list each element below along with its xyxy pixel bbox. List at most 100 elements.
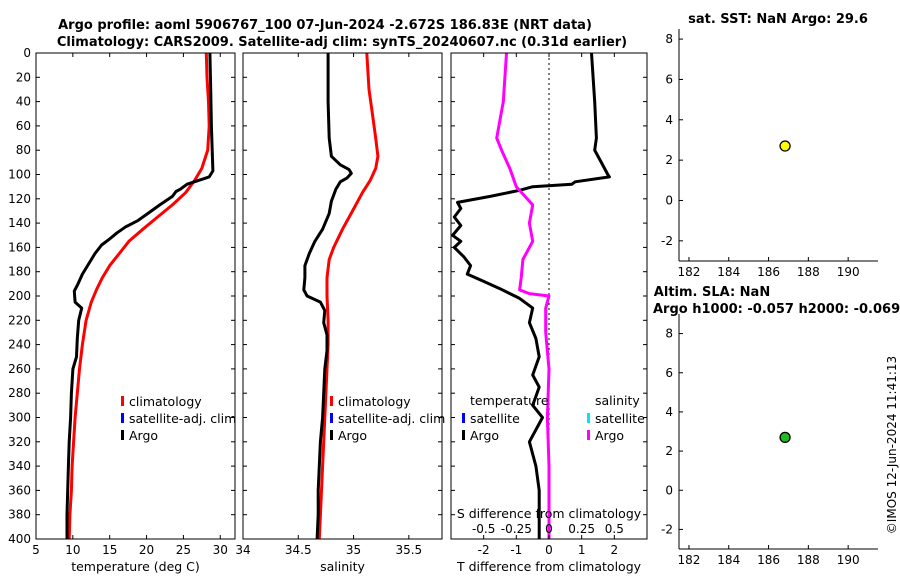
legend-label: satellite <box>595 411 645 426</box>
data-point <box>779 431 791 444</box>
legend-label: Argo <box>129 428 158 443</box>
legend-label: satellite-adj. clim <box>338 411 445 426</box>
y-tick-label: -2 <box>661 522 673 536</box>
x-tick-label: 30 <box>213 543 228 557</box>
s-tick-label: 0.5 <box>605 522 624 536</box>
x-tick-label: 20 <box>139 543 154 557</box>
legend-swatch <box>462 413 465 423</box>
s-tick-label: -0.25 <box>501 522 532 536</box>
y-tick-label: 8 <box>665 32 673 46</box>
legend-swatch <box>121 396 124 406</box>
legend-swatch <box>121 413 124 423</box>
x-tick-label: 0 <box>545 543 553 557</box>
x-tick-label: 15 <box>102 543 117 557</box>
s-tick-label: 0.25 <box>568 522 595 536</box>
y-tick-label: 160 <box>8 240 31 254</box>
legend-label: Argo <box>338 428 367 443</box>
data-point <box>779 140 791 152</box>
legend-label: climatology <box>129 394 202 409</box>
copyright-label: ©IMOS 12-Jun-2024 11:41:13 <box>885 356 899 534</box>
s-tick-label: -0.5 <box>472 522 495 536</box>
x-tick-label: -1 <box>510 543 522 557</box>
x-tick-label: 25 <box>176 543 191 557</box>
y-tick-label: 200 <box>8 289 31 303</box>
legend-label: Argo <box>470 428 499 443</box>
y-tick-label: 400 <box>8 532 31 546</box>
series-line-argo <box>302 53 353 540</box>
legend-swatch <box>330 413 333 423</box>
y-tick-label: -2 <box>661 234 673 248</box>
x-tick-label: 2 <box>611 543 619 557</box>
y-tick-label: 8 <box>665 327 673 341</box>
y-tick-label: 100 <box>8 168 31 182</box>
x-tick-label: 186 <box>757 553 780 567</box>
x-tick-label: 184 <box>717 265 740 279</box>
x-tick-label: 5 <box>32 543 40 557</box>
x-tick-label: 190 <box>837 553 860 567</box>
y-tick-label: 180 <box>8 265 31 279</box>
x-tick-label: 188 <box>797 553 820 567</box>
x-axis-label: salinity <box>320 559 365 574</box>
legend-swatch <box>587 430 590 440</box>
panel-title: Altim. SLA: NaN <box>654 285 770 300</box>
series-line-argo-t-diff <box>451 52 611 539</box>
title-line-1: Argo profile: aoml 5906767_100 07-Jun-20… <box>58 18 592 33</box>
title-line-2: Climatology: CARS2009. Satellite-adj cli… <box>57 35 627 50</box>
x-tick-label: 190 <box>837 265 860 279</box>
s-tick-label: 0 <box>545 522 553 536</box>
y-tick-label: 260 <box>8 362 31 376</box>
legend-swatch <box>587 413 590 423</box>
y-tick-label: 4 <box>665 405 673 419</box>
x-axis-label: temperature (deg C) <box>71 559 200 574</box>
x-tick-label: 188 <box>797 265 820 279</box>
y-tick-label: 320 <box>8 435 31 449</box>
axes-frame <box>242 52 443 540</box>
y-tick-label: 340 <box>8 459 31 473</box>
sst-panel: -2 0 2 4 6 8 182 184 186 188 190 sat. SST: NaN Argo… <box>661 12 878 279</box>
y-tick-label: 360 <box>8 483 31 497</box>
y-tick-label: 2 <box>665 153 673 167</box>
legend-swatch <box>330 430 333 440</box>
x-axis-label: T difference from climatology <box>456 559 642 574</box>
series-line-climatology <box>317 52 380 540</box>
y-tick-label: 220 <box>8 313 31 327</box>
x-tick-label: -2 <box>478 543 490 557</box>
y-tick-label: 40 <box>16 95 31 109</box>
y-tick-label: 2 <box>665 444 673 458</box>
y-tick-label: 380 <box>8 508 31 522</box>
y-tick-label: 60 <box>16 119 31 133</box>
y-tick-label: 4 <box>665 113 673 127</box>
legend-label: satellite <box>470 411 520 426</box>
x-tick-label: 184 <box>717 553 740 567</box>
panel-title: Argo h1000: -0.057 h2000: -0.069 <box>653 302 900 317</box>
x-tick-label: 10 <box>65 543 80 557</box>
y-tick-label: 0 <box>665 193 673 207</box>
x-tick-label: 34.5 <box>285 543 312 557</box>
y-tick-label: 0 <box>23 46 31 60</box>
y-tick-label: 280 <box>8 386 31 400</box>
legend-label: climatology <box>338 394 411 409</box>
legend-swatch <box>462 430 465 440</box>
y-tick-label: 0 <box>665 483 673 497</box>
x-tick-label: 35.5 <box>395 543 422 557</box>
series-line-argo-s-diff <box>495 52 551 539</box>
x-tick-label: 35 <box>346 543 361 557</box>
axes-frame <box>35 52 236 540</box>
series-line-argo <box>65 52 215 539</box>
x-tick-label: 186 <box>757 265 780 279</box>
legend-label: Argo <box>595 428 624 443</box>
y-tick-label: 6 <box>665 366 673 380</box>
x-tick-label: 1 <box>578 543 586 557</box>
difference-panel: -2 -1 0 1 2 T difference from climatology S di… <box>450 52 648 574</box>
y-tick-label: 20 <box>16 70 31 84</box>
panel-title: sat. SST: NaN Argo: 29.6 <box>688 12 868 27</box>
x-tick-label: 182 <box>677 265 700 279</box>
y-tick-label: 120 <box>8 192 31 206</box>
y-tick-label: 6 <box>665 72 673 86</box>
y-tick-label: 240 <box>8 338 31 352</box>
salinity-panel: 34 34.5 35 35.5 salinity climatology satellite… <box>235 52 445 574</box>
legend-swatch <box>121 430 124 440</box>
s-axis-label: S difference from climatology <box>457 506 642 521</box>
legend-label: satellite-adj. clim <box>129 411 236 426</box>
